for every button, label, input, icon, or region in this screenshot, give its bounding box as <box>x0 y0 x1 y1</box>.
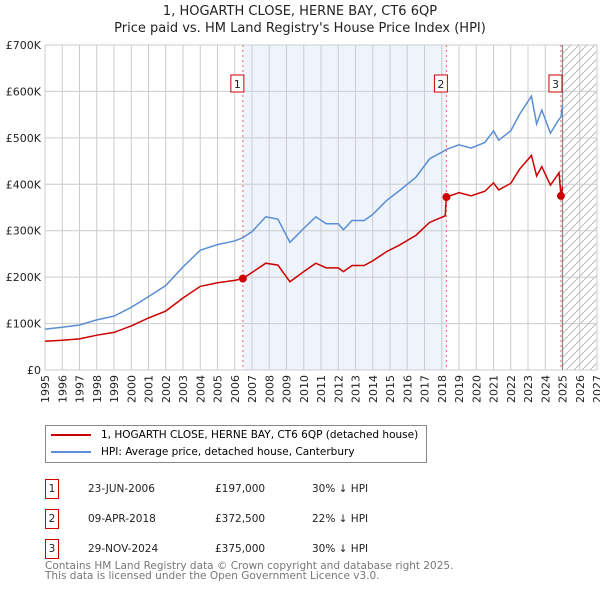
x-tick-label: 2014 <box>367 375 380 403</box>
x-tick-label: 1997 <box>74 375 87 403</box>
x-tick-label: 2012 <box>332 375 345 403</box>
x-tick-label: 2007 <box>246 375 259 403</box>
x-tick-label: 1999 <box>108 375 121 403</box>
x-tick-label: 2025 <box>557 375 570 403</box>
x-tick-label: 1995 <box>39 375 52 403</box>
x-tick-label: 2026 <box>574 375 587 403</box>
sale-label-box <box>433 74 448 93</box>
legend-item-hpi: HPI: Average price, detached house, Cant… <box>51 446 355 458</box>
legend-item-price: 1, HOGARTH CLOSE, HERNE BAY, CT6 6QP (de… <box>51 429 418 441</box>
footer-line-2: This data is licensed under the Open Gov… <box>45 570 380 582</box>
x-tick-label: 2002 <box>160 375 173 403</box>
x-tick-label: 2015 <box>384 375 397 403</box>
x-tick-label: 2017 <box>419 375 432 403</box>
x-tick-label: 2022 <box>505 375 518 403</box>
hpi-series-line <box>44 94 564 330</box>
y-tick-label: £100K <box>6 318 42 331</box>
transaction-price: £197,000 <box>215 483 266 495</box>
x-tick-label: 2021 <box>488 375 501 403</box>
sale-label-box <box>548 74 563 93</box>
sale-label: 3 <box>552 78 559 91</box>
y-tick-label: £200K <box>6 271 42 284</box>
transaction-price: £375,000 <box>215 543 266 555</box>
sale-label: 2 <box>437 78 444 91</box>
x-tick-label: 2009 <box>281 375 294 403</box>
x-tick-label: 2008 <box>263 375 276 403</box>
y-tick-label: £500K <box>6 132 42 145</box>
transaction-price: £372,500 <box>215 513 266 525</box>
sale-label-box <box>230 74 245 93</box>
x-tick-label: 2006 <box>229 375 242 403</box>
x-tick-label: 2000 <box>125 375 138 403</box>
transaction-number-badge: 2 <box>45 509 59 529</box>
transaction-number-badge: 1 <box>45 479 59 499</box>
sale-point <box>238 274 247 283</box>
x-tick-label: 2019 <box>453 375 466 403</box>
transaction-date: 23-JUN-2006 <box>88 483 155 495</box>
y-tick-label: £0 <box>27 364 41 377</box>
chart-subtitle: Price paid vs. HM Land Registry's House … <box>114 21 486 36</box>
transaction-hpi-diff: 22% ↓ HPI <box>312 513 369 525</box>
price-series-line <box>44 153 564 342</box>
ownership-shaded-region <box>242 45 447 370</box>
y-tick-label: £600K <box>6 85 42 98</box>
x-tick-label: 2024 <box>539 375 552 403</box>
legend: 1, HOGARTH CLOSE, HERNE BAY, CT6 6QP (de… <box>45 425 427 463</box>
y-tick-label: £700K <box>6 39 42 52</box>
x-tick-label: 2003 <box>177 375 190 403</box>
x-tick-label: 2023 <box>522 375 535 403</box>
x-tick-label: 2005 <box>212 375 225 403</box>
sale-label: 1 <box>234 78 241 91</box>
chart-title: 1, HOGARTH CLOSE, HERNE BAY, CT6 6QP <box>162 4 438 19</box>
transaction-date: 29-NOV-2024 <box>88 543 159 555</box>
x-tick-label: 1998 <box>91 375 104 403</box>
transaction-hpi-diff: 30% ↓ HPI <box>312 483 369 495</box>
legend-swatch-price <box>51 434 91 436</box>
sale-point <box>556 191 565 200</box>
transaction-hpi-diff: 30% ↓ HPI <box>312 543 369 555</box>
transaction-date: 09-APR-2018 <box>88 513 156 525</box>
x-tick-label: 2004 <box>194 375 207 403</box>
legend-label-price: 1, HOGARTH CLOSE, HERNE BAY, CT6 6QP (de… <box>101 429 419 441</box>
x-tick-label: 2013 <box>350 375 363 403</box>
plot-border <box>44 44 598 371</box>
x-tick-label: 2010 <box>298 375 311 403</box>
plot-area: 1995 1996 1997 1998 1999 2000 2001 2002 2003 2004… <box>6 39 600 403</box>
x-tick-label: 2001 <box>143 375 156 403</box>
x-tick-label: 2027 <box>591 375 600 403</box>
y-tick-label: £400K <box>6 178 42 191</box>
x-tick-label: 2020 <box>470 375 483 403</box>
legend-swatch-hpi <box>51 451 91 453</box>
footer: Contains HM Land Registry data © Crown c… <box>45 560 454 582</box>
x-tick-label: 2018 <box>436 375 449 403</box>
sale-point <box>442 193 451 202</box>
legend-label-hpi: HPI: Average price, detached house, Cant… <box>101 446 355 458</box>
x-tick-label: 2011 <box>315 375 328 403</box>
x-tick-label: 2016 <box>401 375 414 403</box>
footer-line-1: Contains HM Land Registry data © Crown c… <box>45 560 454 572</box>
transaction-number-badge: 3 <box>45 539 59 559</box>
x-tick-label: 1996 <box>56 375 69 403</box>
y-tick-label: £300K <box>6 225 42 238</box>
